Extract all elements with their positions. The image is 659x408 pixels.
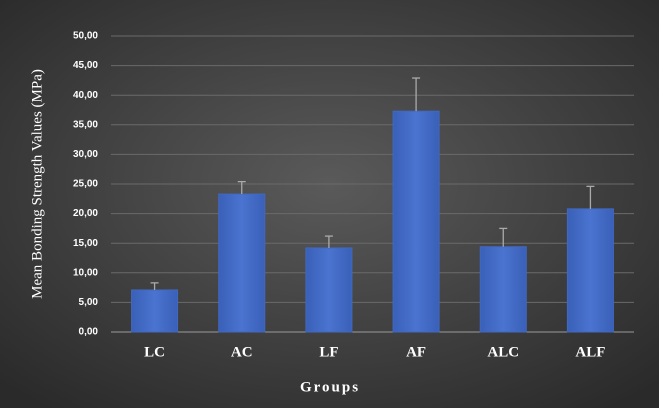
y-tick-label: 20,00 [73, 208, 98, 219]
bar [305, 247, 353, 333]
y-tick-label: 45,00 [73, 60, 98, 71]
x-axis-title: Groups [300, 379, 360, 395]
error-bar [324, 235, 333, 248]
error-bar [412, 77, 421, 112]
x-tick-label: AF [406, 344, 426, 360]
y-tick-label: 35,00 [73, 119, 98, 130]
bar [479, 246, 527, 333]
bar [131, 289, 179, 333]
y-tick-label: 10,00 [73, 267, 98, 278]
y-axis-title: Mean Bonding Strength Values (MPa) [29, 69, 45, 299]
y-tick-label: 15,00 [73, 238, 98, 249]
x-tick-label: ALC [487, 344, 519, 360]
y-tick-label: 0,00 [79, 327, 99, 338]
bar [218, 193, 266, 333]
x-tick-label: ALF [575, 344, 605, 360]
y-tick-label: 25,00 [73, 179, 98, 190]
error-bar [499, 227, 508, 247]
error-bar [586, 185, 595, 209]
x-tick-label: AC [231, 344, 253, 360]
y-tick-label: 30,00 [73, 149, 98, 160]
y-tick-label: 40,00 [73, 90, 98, 101]
x-tick-label: LC [144, 344, 165, 360]
error-bar [150, 282, 159, 290]
x-tick-label: LF [319, 344, 338, 360]
error-bar [237, 180, 246, 195]
bar [392, 110, 440, 333]
y-tick-label: 50,00 [73, 31, 98, 42]
bar [566, 208, 614, 333]
y-tick-label: 5,00 [79, 297, 99, 308]
